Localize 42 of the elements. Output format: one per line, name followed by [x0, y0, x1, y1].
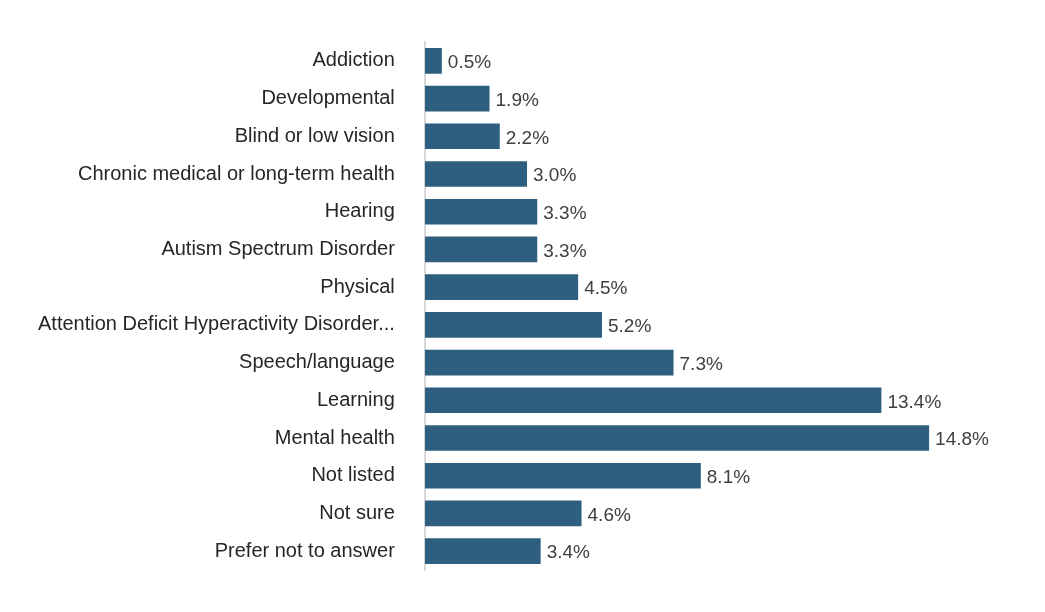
bar: [424, 462, 701, 489]
y-tick-label: Addiction: [312, 48, 395, 71]
data-label: 8.1%: [706, 465, 751, 487]
y-tick-label: Chronic medical or long-term health: [77, 161, 395, 184]
y-tick-label: Learning: [316, 387, 395, 410]
y-tick-label: Physical: [320, 274, 395, 297]
bar: [424, 349, 674, 376]
bar: [424, 161, 528, 187]
data-label: 3.3%: [543, 239, 587, 261]
data-label: 14.8%: [935, 428, 990, 450]
bar: [424, 274, 579, 300]
bar: [424, 425, 930, 451]
data-label: 4.5%: [584, 277, 628, 299]
data-label: 2.2%: [505, 126, 550, 148]
data-label: 3.4%: [546, 541, 591, 563]
y-tick-label: Developmental: [261, 86, 395, 109]
data-label: 3.0%: [533, 164, 577, 186]
bar: [424, 85, 490, 112]
bar: [424, 538, 541, 564]
y-tick-label: Hearing: [324, 199, 395, 222]
data-label: 3.3%: [543, 201, 587, 223]
y-tick-label: Speech/language: [239, 350, 395, 373]
bar: [424, 312, 602, 338]
y-tick-label: Mental health: [274, 425, 395, 448]
data-label: 13.4%: [887, 390, 942, 412]
bar: [424, 236, 538, 263]
bar: [424, 500, 582, 527]
bar: [424, 123, 500, 150]
data-label: 5.2%: [607, 315, 652, 337]
bar: [424, 198, 538, 225]
data-label: 1.9%: [495, 88, 539, 110]
data-label: 7.3%: [679, 352, 723, 374]
data-label: 4.6%: [587, 503, 631, 525]
y-tick-label: Autism Spectrum Disorder: [161, 236, 396, 259]
y-tick-label: Prefer not to answer: [214, 538, 396, 561]
bar: [424, 48, 442, 74]
y-tick-label: Attention Deficit Hyperactivity Disorder...: [38, 312, 395, 335]
y-tick-label: Not listed: [311, 463, 395, 486]
y-tick-label: Blind or low vision: [234, 123, 395, 146]
bar: [424, 387, 882, 414]
data-label: 0.5%: [447, 51, 492, 73]
y-tick-label: Not sure: [319, 500, 395, 523]
